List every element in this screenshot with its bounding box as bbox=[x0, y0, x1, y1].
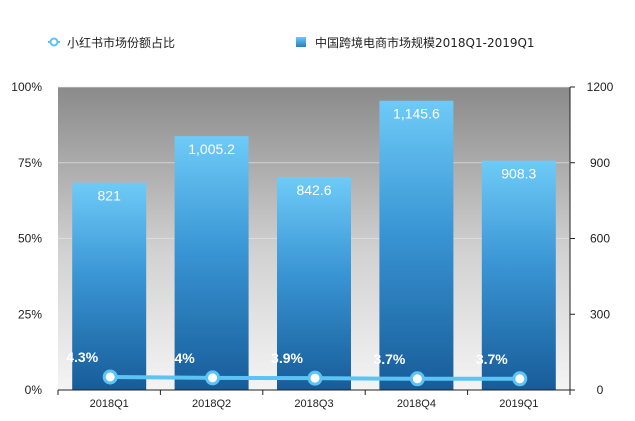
share-value-label: 4% bbox=[174, 350, 195, 366]
bar-marker-icon bbox=[296, 37, 306, 47]
x-tick-label: 2019Q1 bbox=[499, 398, 538, 410]
share-point bbox=[307, 370, 323, 386]
legend-label-share: 小红书市场份额占比 bbox=[67, 35, 176, 50]
left-tick-label: 75% bbox=[18, 156, 42, 170]
share-point bbox=[102, 369, 118, 385]
x-tick-label: 2018Q1 bbox=[90, 398, 129, 410]
share-point bbox=[512, 371, 528, 387]
bar-2018Q2 bbox=[174, 136, 249, 390]
bar-value-label: 908.3 bbox=[501, 166, 536, 182]
bar-2018Q1 bbox=[72, 182, 147, 390]
share-value-label: 3.7% bbox=[476, 351, 508, 367]
left-tick-label: 50% bbox=[18, 232, 42, 246]
bar-value-label: 842.6 bbox=[296, 182, 331, 198]
bar-2019Q1 bbox=[481, 160, 556, 390]
share-value-label: 4.3% bbox=[66, 349, 98, 365]
share-value-label: 3.9% bbox=[271, 350, 303, 366]
x-tick-label: 2018Q4 bbox=[397, 398, 436, 410]
share-point bbox=[409, 371, 425, 387]
legend-label-market-size: 中国跨境电商市场规模2018Q1-2019Q1 bbox=[315, 35, 535, 50]
right-tick-label: 600 bbox=[590, 232, 610, 246]
bar-2018Q3 bbox=[277, 177, 351, 390]
legend-item-market-size: 中国跨境电商市场规模2018Q1-2019Q1 bbox=[296, 33, 535, 51]
line-marker-icon bbox=[48, 36, 60, 48]
bar-value-label: 1,145.6 bbox=[393, 106, 440, 122]
right-tick-label: 300 bbox=[590, 307, 610, 321]
share-point bbox=[205, 370, 221, 386]
bar-value-label: 821 bbox=[98, 188, 122, 204]
share-value-label: 3.7% bbox=[373, 351, 405, 367]
bar-2018Q4 bbox=[379, 100, 454, 391]
x-tick-label: 2018Q2 bbox=[192, 398, 231, 410]
left-tick-label: 0% bbox=[25, 383, 43, 397]
right-tick-label: 1200 bbox=[587, 80, 614, 94]
right-tick-label: 900 bbox=[590, 156, 610, 170]
left-tick-label: 25% bbox=[18, 307, 42, 321]
x-tick-label: 2018Q3 bbox=[294, 398, 333, 410]
bar-value-label: 1,005.2 bbox=[188, 141, 235, 157]
left-tick-label: 100% bbox=[11, 80, 42, 94]
right-tick-label: 0 bbox=[597, 383, 604, 397]
legend-item-share: 小红书市场份额占比 bbox=[48, 33, 175, 51]
